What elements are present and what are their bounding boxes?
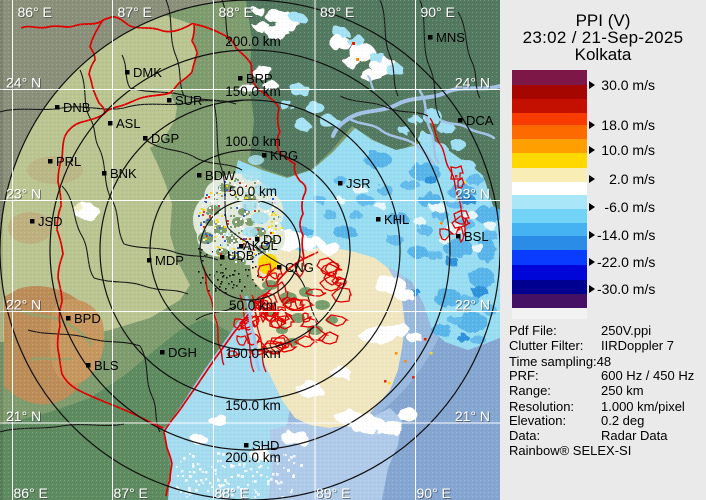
svg-text:50.0 km: 50.0 km: [229, 298, 277, 313]
svg-text:SHD: SHD: [252, 438, 279, 453]
svg-text:DCA: DCA: [466, 113, 494, 128]
svg-text:SUR: SUR: [175, 93, 202, 108]
svg-text:89° E: 89° E: [320, 4, 354, 20]
svg-text:23° N: 23° N: [456, 187, 491, 203]
svg-text:24° N: 24° N: [455, 75, 490, 91]
svg-text:DGH: DGH: [168, 345, 197, 360]
svg-text:88° E: 88° E: [220, 5, 254, 21]
svg-text:86° E: 86° E: [14, 485, 48, 500]
svg-text:21° N: 21° N: [456, 409, 491, 425]
svg-text:BPD: BPD: [74, 311, 101, 326]
svg-text:DD: DD: [263, 232, 282, 247]
svg-text:89° E: 89° E: [321, 5, 355, 21]
svg-text:KRG: KRG: [270, 148, 298, 163]
svg-text:100.0 km: 100.0 km: [225, 346, 281, 361]
svg-text:BNK: BNK: [110, 166, 137, 181]
svg-text:89° E: 89° E: [317, 486, 351, 500]
svg-text:KHL: KHL: [384, 212, 409, 227]
svg-text:CNG: CNG: [285, 260, 314, 275]
svg-text:BDW: BDW: [205, 168, 236, 183]
svg-text:200.0 km: 200.0 km: [225, 34, 281, 49]
svg-text:JSD: JSD: [38, 214, 63, 229]
svg-text:24° N: 24° N: [6, 75, 41, 91]
svg-text:BSL: BSL: [464, 229, 489, 244]
svg-text:90° E: 90° E: [422, 5, 456, 21]
svg-text:22° N: 22° N: [455, 297, 490, 313]
svg-text:89° E: 89° E: [316, 485, 350, 500]
svg-text:BLS: BLS: [94, 358, 119, 373]
svg-text:88° E: 88° E: [219, 4, 253, 20]
svg-text:BRP: BRP: [246, 71, 273, 86]
svg-text:21° N: 21° N: [6, 408, 41, 424]
svg-text:UDB: UDB: [227, 248, 254, 263]
svg-text:21° N: 21° N: [455, 408, 490, 424]
svg-text:DGP: DGP: [151, 131, 179, 146]
svg-text:90° E: 90° E: [417, 485, 451, 500]
svg-text:100.0 km: 100.0 km: [225, 134, 281, 149]
svg-text:DNB: DNB: [63, 100, 90, 115]
svg-text:PRL: PRL: [56, 154, 81, 169]
svg-text:21° N: 21° N: [7, 409, 42, 425]
svg-text:AKOL: AKOL: [243, 238, 278, 253]
svg-text:150.0 km: 150.0 km: [225, 84, 281, 99]
svg-text:22° N: 22° N: [456, 298, 491, 314]
svg-text:87° E: 87° E: [114, 485, 148, 500]
svg-text:87° E: 87° E: [119, 5, 153, 21]
svg-text:24° N: 24° N: [7, 76, 42, 92]
svg-text:24° N: 24° N: [456, 76, 491, 92]
svg-text:90° E: 90° E: [418, 486, 452, 500]
svg-text:DMK: DMK: [133, 65, 162, 80]
svg-text:ASL: ASL: [116, 116, 141, 131]
svg-text:88° E: 88° E: [216, 486, 250, 500]
svg-text:MNS: MNS: [436, 30, 465, 45]
svg-text:86° E: 86° E: [18, 4, 52, 20]
svg-text:JSR: JSR: [346, 176, 371, 191]
svg-text:88° E: 88° E: [215, 485, 249, 500]
svg-text:22° N: 22° N: [7, 298, 42, 314]
svg-text:86° E: 86° E: [19, 5, 53, 21]
svg-text:23° N: 23° N: [7, 187, 42, 203]
svg-text:MDP: MDP: [155, 253, 184, 268]
svg-text:86° E: 86° E: [15, 486, 49, 500]
svg-text:200.0 km: 200.0 km: [225, 450, 281, 465]
svg-text:150.0 km: 150.0 km: [225, 398, 281, 413]
svg-text:23° N: 23° N: [6, 186, 41, 202]
svg-text:23° N: 23° N: [455, 186, 490, 202]
svg-text:87° E: 87° E: [115, 486, 149, 500]
svg-text:90° E: 90° E: [421, 4, 455, 20]
svg-text:50.0 km: 50.0 km: [229, 184, 277, 199]
svg-text:22° N: 22° N: [6, 297, 41, 313]
svg-text:87° E: 87° E: [118, 4, 152, 20]
